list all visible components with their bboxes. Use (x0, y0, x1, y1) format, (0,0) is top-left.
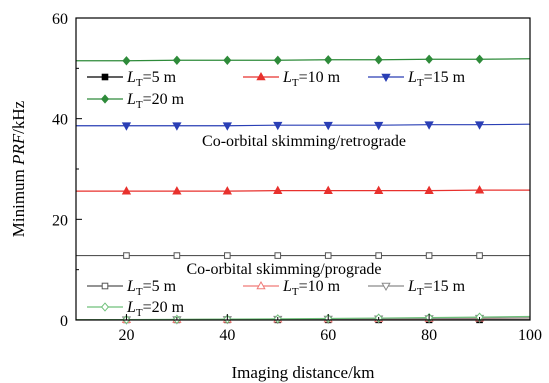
x-tick-label: 20 (118, 327, 134, 344)
data-point (121, 186, 132, 195)
y-tick-label: 40 (52, 112, 68, 129)
legend-marker (381, 73, 391, 83)
annotation-prograde: Co-orbital skimming/prograde (186, 261, 381, 278)
series-0-3 (76, 54, 531, 66)
data-point (273, 121, 283, 131)
data-point (273, 185, 283, 194)
y-tick-label: 20 (52, 212, 68, 229)
data-point (223, 55, 232, 65)
legend-label: LT=10 m (282, 278, 341, 298)
data-point (173, 252, 181, 259)
data-point (474, 185, 485, 194)
legend-item: LT=5 m (87, 69, 177, 89)
legend-marker (100, 302, 110, 312)
data-point (222, 186, 232, 195)
data-point (172, 186, 182, 195)
legend-item: LT=10 m (243, 69, 341, 89)
data-point (273, 55, 282, 65)
series-line (76, 189, 530, 192)
legend-label: LT=15 m (407, 278, 466, 298)
series-1-0 (76, 252, 530, 259)
data-point (375, 252, 382, 259)
legend-item: LT=5 m (87, 278, 177, 298)
data-point (324, 252, 332, 259)
legend-marker (381, 282, 391, 292)
data-point (374, 185, 384, 194)
data-point (374, 121, 384, 131)
legends: LT=5 m LT=10 m LT=15 mLT=20 mLT=5 m LT=10 m… (87, 69, 466, 319)
legend-marker (100, 94, 110, 104)
labels: Imaging distance/km Minimum PRF/kHz Co-orb… (9, 100, 406, 382)
series-line (76, 58, 531, 62)
data-point (323, 121, 333, 131)
legend-label: LT=20 m (126, 91, 185, 111)
x-axis-title: Imaging distance/km (231, 363, 374, 382)
legend-label: LT=20 m (126, 299, 185, 319)
legend-item: LT=20 m (87, 91, 185, 111)
data-point (122, 56, 131, 66)
legend-label: LT=5 m (126, 278, 177, 298)
data-point (224, 252, 231, 259)
data-point (274, 252, 282, 259)
data-point (172, 122, 182, 131)
x-tick-label: 100 (518, 327, 542, 344)
data-point (374, 55, 383, 65)
x-tick-label: 60 (320, 327, 336, 344)
legend-item: LT=20 m (87, 299, 185, 319)
legend-item: LT=15 m (368, 278, 466, 298)
data-point (323, 185, 333, 194)
data-point (425, 252, 433, 259)
annotation-retrograde: Co-orbital skimming/retrograde (202, 133, 406, 150)
legend-marker (256, 71, 266, 81)
legend-item: LT=10 m (243, 278, 341, 298)
legend-item: LT=15 m (368, 69, 466, 89)
data-point (424, 121, 434, 130)
series-line (76, 123, 531, 127)
data-point (474, 121, 485, 130)
data-point (123, 252, 130, 259)
x-tick-label: 80 (421, 327, 437, 344)
x-tick-label: 40 (219, 327, 235, 344)
y-tick-label: 0 (60, 313, 68, 330)
legend-label: LT=10 m (282, 69, 341, 89)
legend-label: LT=15 m (407, 69, 466, 89)
data-point (172, 55, 181, 65)
y-tick-label: 60 (52, 11, 68, 28)
data-point (425, 54, 434, 64)
legend-label: LT=5 m (126, 69, 177, 89)
legend-marker (256, 280, 266, 290)
series-0-2 (76, 121, 531, 131)
data-point (121, 122, 132, 131)
data-point (476, 252, 483, 259)
data-point (222, 122, 232, 131)
data-point (475, 54, 484, 64)
y-axis-title: Minimum PRF/kHz (9, 100, 28, 237)
legend-marker (101, 73, 109, 81)
axes: 20 40 60 80 100 0 20 40 60 (52, 11, 542, 344)
data-point (424, 185, 434, 194)
legend-marker (101, 282, 109, 290)
series-0-1 (76, 185, 530, 195)
data-point (324, 55, 333, 65)
